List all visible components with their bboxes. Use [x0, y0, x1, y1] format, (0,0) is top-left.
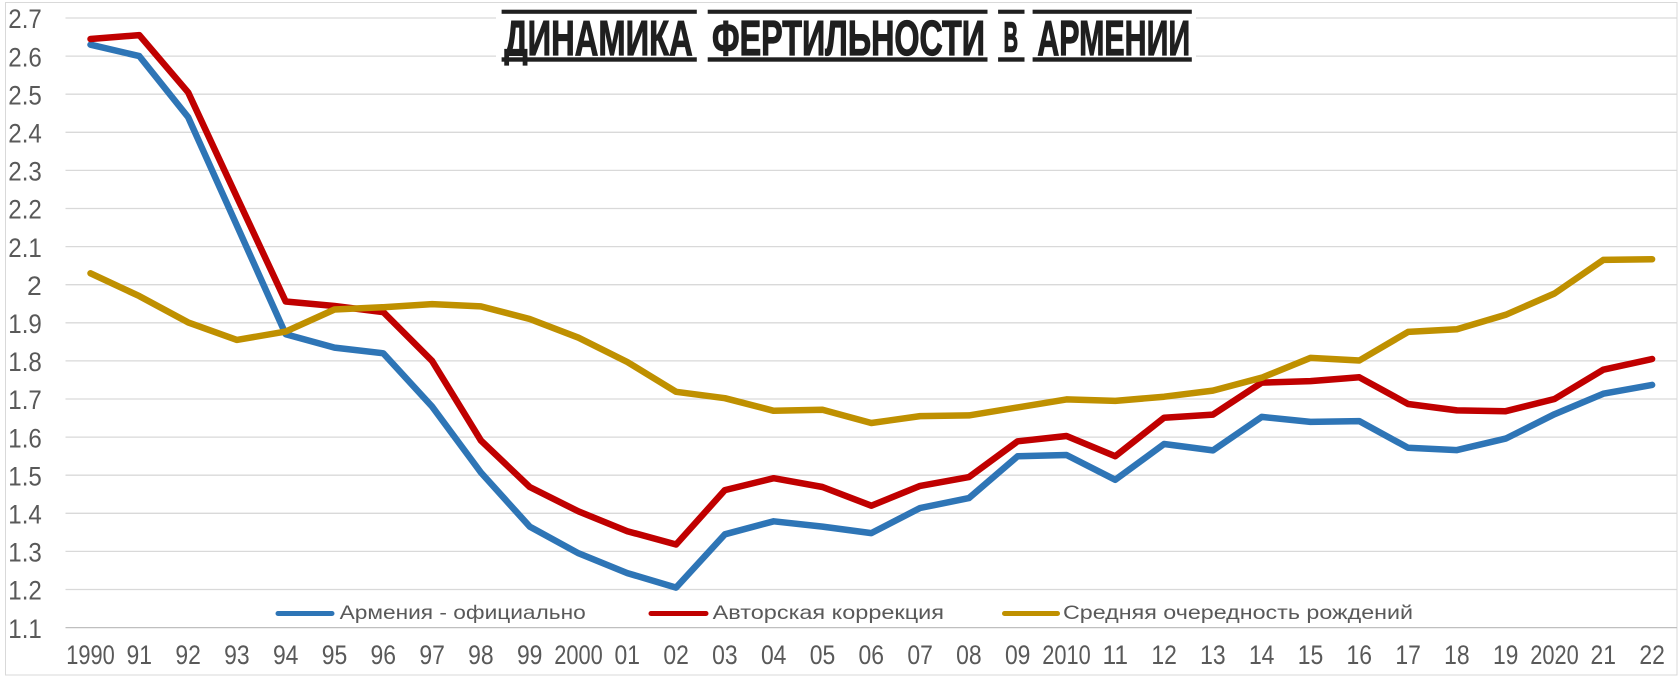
svg-text:93: 93: [224, 640, 250, 670]
svg-text:14: 14: [1249, 640, 1275, 670]
svg-text:98: 98: [468, 640, 494, 670]
svg-text:1.7: 1.7: [8, 385, 42, 415]
svg-text:Средняя очередность рождений: Средняя очередность рождений: [1063, 602, 1413, 624]
svg-text:2020: 2020: [1530, 640, 1579, 670]
svg-text:09: 09: [1005, 640, 1031, 670]
svg-text:ФЕРТИЛЬНОСТИ: ФЕРТИЛЬНОСТИ: [712, 12, 985, 66]
svg-text:13: 13: [1200, 640, 1226, 670]
svg-text:2: 2: [27, 271, 42, 301]
svg-text:02: 02: [663, 640, 689, 670]
svg-text:15: 15: [1298, 640, 1324, 670]
svg-text:1.9: 1.9: [8, 309, 42, 339]
svg-text:2000: 2000: [554, 640, 603, 670]
svg-text:07: 07: [907, 640, 933, 670]
svg-text:АРМЕНИИ: АРМЕНИИ: [1037, 12, 1190, 66]
svg-text:03: 03: [712, 640, 738, 670]
svg-text:11: 11: [1103, 640, 1129, 670]
svg-text:2.1: 2.1: [8, 233, 42, 263]
svg-text:Армения - официально: Армения - официально: [340, 602, 586, 624]
svg-text:19: 19: [1493, 640, 1519, 670]
svg-text:1990: 1990: [66, 640, 115, 670]
svg-text:1.3: 1.3: [8, 538, 42, 568]
svg-text:16: 16: [1347, 640, 1373, 670]
svg-text:2.5: 2.5: [8, 80, 42, 110]
svg-text:96: 96: [371, 640, 397, 670]
svg-text:1.8: 1.8: [8, 347, 42, 377]
svg-text:Авторская коррекция: Авторская коррекция: [713, 602, 944, 624]
svg-text:1.4: 1.4: [8, 500, 42, 530]
svg-text:18: 18: [1444, 640, 1470, 670]
svg-text:08: 08: [956, 640, 982, 670]
svg-text:04: 04: [761, 640, 787, 670]
svg-text:05: 05: [810, 640, 836, 670]
svg-text:01: 01: [615, 640, 641, 670]
svg-text:2.3: 2.3: [8, 157, 42, 187]
svg-text:94: 94: [273, 640, 299, 670]
svg-text:22: 22: [1639, 640, 1665, 670]
svg-text:1.6: 1.6: [8, 423, 42, 453]
svg-text:2.2: 2.2: [8, 195, 42, 225]
svg-text:2010: 2010: [1042, 640, 1091, 670]
svg-text:2.4: 2.4: [8, 119, 42, 149]
svg-text:ДИНАМИКА: ДИНАМИКА: [504, 12, 692, 66]
svg-text:В: В: [1004, 14, 1018, 61]
svg-text:1.1: 1.1: [8, 614, 42, 644]
svg-text:06: 06: [859, 640, 885, 670]
svg-text:95: 95: [322, 640, 348, 670]
svg-text:12: 12: [1151, 640, 1177, 670]
svg-text:17: 17: [1395, 640, 1421, 670]
svg-text:21: 21: [1591, 640, 1617, 670]
svg-text:92: 92: [175, 640, 201, 670]
svg-text:99: 99: [517, 640, 543, 670]
svg-text:91: 91: [127, 640, 153, 670]
svg-text:97: 97: [419, 640, 445, 670]
svg-text:2.7: 2.7: [8, 4, 42, 34]
svg-text:1.2: 1.2: [8, 576, 42, 606]
svg-text:1.5: 1.5: [8, 461, 42, 491]
svg-text:2.6: 2.6: [8, 42, 42, 72]
